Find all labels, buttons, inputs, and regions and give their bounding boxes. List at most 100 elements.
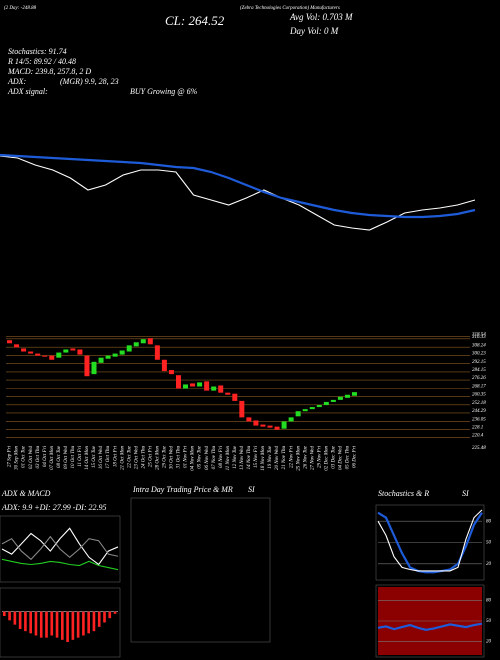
- bar: [108, 611, 112, 619]
- panel-title: SI: [462, 489, 469, 498]
- bar: [113, 611, 117, 614]
- panel-title: Stochastics & R: [378, 489, 429, 498]
- x-tick-label: 11 Nov Mon: [226, 446, 231, 471]
- candle-body: [168, 370, 174, 375]
- r-values: R 14/5: 89.92 / 40.48: [7, 57, 76, 66]
- candle-body: [246, 417, 252, 422]
- bar: [3, 611, 6, 616]
- bar: [34, 611, 38, 636]
- x-tick-label: 16 Oct Wed: [99, 446, 104, 470]
- day-vol: Day Vol: 0 M: [289, 26, 339, 36]
- x-tick-label: 07 Oct Mon: [50, 446, 55, 470]
- x-tick-label: 28 Oct Mon: [156, 446, 161, 470]
- candle-body: [183, 384, 189, 389]
- candle-body: [316, 405, 322, 408]
- candle-body: [14, 344, 20, 348]
- candle-body: [133, 342, 139, 347]
- y-tick-label: 300.23: [472, 352, 486, 357]
- line: [377, 509, 483, 572]
- y-tick-label: 284.15: [472, 368, 486, 373]
- candle-body: [119, 350, 125, 355]
- x-tick-label: 15 Nov Fri: [254, 445, 259, 468]
- candle-body: [218, 385, 224, 393]
- candle-body: [302, 409, 308, 412]
- candle-body: [309, 407, 315, 410]
- candle-body: [56, 352, 62, 358]
- bar: [76, 611, 80, 638]
- candle-body: [337, 396, 343, 400]
- candle-body: [126, 345, 132, 352]
- x-tick-label: 14 Nov Thu: [247, 446, 252, 470]
- panel-title: ADX & MACD: [1, 489, 51, 498]
- candle-body: [204, 381, 210, 391]
- line: [1, 527, 119, 566]
- candle-body: [70, 348, 76, 351]
- x-tick-label: 05 Dec Thu: [346, 446, 351, 470]
- x-tick-label: 01 Nov Fri: [184, 445, 189, 468]
- x-tick-label: 08 Oct Tue: [57, 445, 62, 468]
- bar: [8, 611, 11, 621]
- x-tick-label: 15 Oct Tue: [92, 445, 97, 468]
- x-tick-label: 09 Oct Wed: [64, 446, 69, 470]
- bar: [24, 611, 27, 632]
- candle-body: [232, 393, 238, 401]
- candle-body: [281, 421, 287, 429]
- x-tick-label: 29 Nov Fri: [317, 445, 322, 468]
- candle-body: [140, 339, 146, 344]
- y-tick-label: 316.33: [472, 335, 486, 340]
- candle-body: [260, 424, 266, 427]
- line: [377, 622, 483, 631]
- candle-body: [21, 348, 27, 352]
- top-left: (2 Day: -248.88: [4, 6, 37, 11]
- candle-body: [239, 400, 245, 418]
- candle-body: [253, 420, 259, 426]
- x-tick-label: 01 Oct Tue: [22, 445, 27, 468]
- bar: [97, 611, 101, 627]
- candle-body: [112, 353, 118, 357]
- y-tick-label: 80: [486, 519, 492, 524]
- y-tick-label: 50: [486, 541, 492, 546]
- bar: [87, 611, 90, 634]
- panel-frame: [0, 515, 121, 583]
- line: [1, 558, 119, 571]
- y-tick-label: 292.15: [472, 360, 486, 365]
- x-tick-label: 27 Sep Fri: [8, 445, 13, 467]
- y-tick-label: 220.4: [472, 434, 484, 439]
- x-tick-label: 26 Nov Tue: [303, 445, 308, 469]
- x-tick-label: 07 Nov Thu: [212, 446, 217, 470]
- signal: BUY Growing @ 6%: [130, 87, 198, 96]
- x-tick-label: 18 Nov Mon: [261, 446, 266, 471]
- bar: [13, 611, 17, 625]
- panel-frame: [375, 584, 485, 658]
- y-tick-label: 268.17: [472, 385, 486, 390]
- x-tick-label: 25 Nov Mon: [296, 446, 301, 471]
- y-tick-label: 50: [486, 619, 492, 624]
- panel-frame: [375, 504, 485, 581]
- bar: [39, 611, 43, 638]
- line: [377, 511, 483, 574]
- bar: [82, 611, 85, 636]
- candle-body: [344, 394, 350, 398]
- y-tick-label: 244.29: [472, 409, 486, 414]
- x-tick-label: 21 Nov Thu: [282, 446, 287, 470]
- candle-body: [330, 399, 336, 402]
- candle-body: [211, 386, 217, 391]
- avg-vol: Avg Vol: 0.703 M: [289, 12, 353, 22]
- x-tick-label: 29 Oct Tue: [163, 445, 168, 468]
- x-tick-label: 11 Oct Fri: [78, 445, 83, 466]
- panel-frame: [0, 587, 121, 658]
- candle-body: [154, 345, 160, 360]
- y-tick-label: 308.24: [472, 343, 486, 348]
- panel-frame: [130, 497, 271, 643]
- x-tick-label: 30 Oct Wed: [170, 446, 175, 470]
- candle-body: [105, 355, 111, 359]
- x-tick-label: 04 Dec Wed: [339, 446, 344, 470]
- candle-body: [267, 425, 273, 428]
- candle-body: [98, 357, 104, 363]
- bar: [50, 611, 54, 636]
- x-tick-label: 10 Oct Thu: [71, 446, 76, 469]
- stochastics: Stochastics: 91.74: [8, 47, 67, 56]
- line: [0, 155, 476, 231]
- x-tick-label: 19 Nov Tue: [268, 445, 273, 469]
